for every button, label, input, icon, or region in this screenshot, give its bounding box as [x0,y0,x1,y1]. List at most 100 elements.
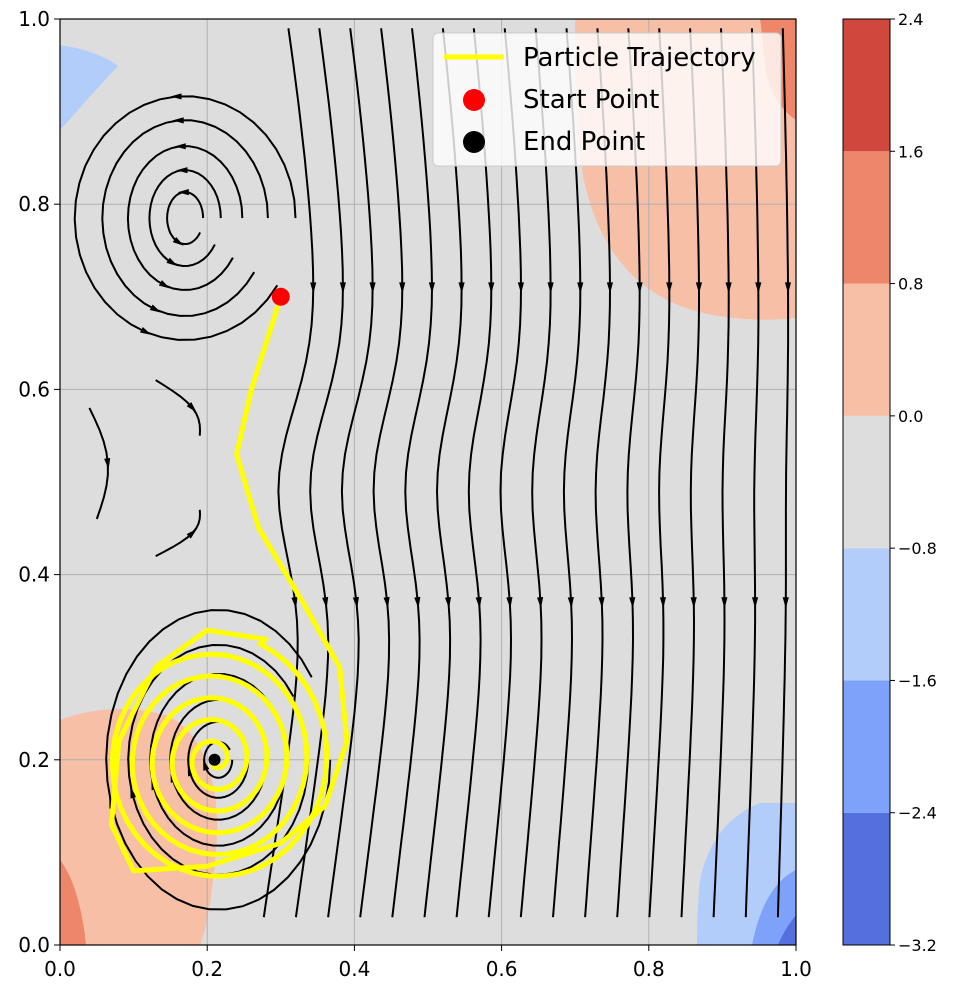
stream-arrow [174,143,186,150]
streamline-vertical [455,28,493,918]
stream-arrow [310,282,317,294]
stream-arrow [104,457,111,470]
colorbar-tick-label: −0.8 [898,539,937,558]
colorbar-tick-label: −1.6 [898,671,937,690]
colorbar-level [843,151,890,284]
stream-arrow [186,528,197,539]
stream-arrow [186,402,197,413]
start-point [271,287,290,306]
y-tick-label: 0.2 [18,748,50,772]
colorbar-tick-label: −2.4 [898,804,937,823]
stream-arrow [755,282,762,294]
colorbar-tick-label: 0.8 [898,275,923,294]
streamline-vortex-top [166,191,205,245]
stream-arrow [659,597,667,609]
contour-level-neg2.4-neg3.2-bottom [778,915,796,945]
streamline-vertical [519,28,552,918]
streamline-vertical [487,28,523,918]
stream-arrow [636,282,643,294]
stream-arrow [751,597,759,609]
stream-arrow [695,282,703,294]
stream-arrow [725,282,732,294]
x-tick-label: 0.6 [486,957,518,981]
streamline-vortex-top [126,145,244,291]
colorbar-level [843,680,890,813]
stream-arrow [172,117,184,124]
x-tick-label: 1.0 [780,957,812,981]
stream-arrow [149,304,162,313]
streamline-vertical [776,28,790,918]
stream-arrow [166,257,178,267]
y-tick-label: 0.6 [18,377,50,401]
streamline-vertical [552,28,582,918]
stream-arrow [172,236,184,246]
streamline-vortex-top [73,95,297,341]
contour-level-0-0.8-bottom [60,708,218,945]
x-axis: 0.0 0.2 0.4 0.6 0.8 1.0 [44,945,812,981]
stream-arrow [339,282,346,294]
stream-arrow [176,167,188,174]
y-tick-label: 0.8 [18,192,50,216]
streamlines [73,28,792,918]
contour-level-neg1.6-neg2.4-bottom [752,870,796,945]
x-tick-label: 0.2 [191,957,223,981]
legend-swatch-end [463,131,485,153]
colorbar-tick-label: 0.0 [898,407,923,426]
plot-frame [59,18,797,946]
colorbar-level [843,812,890,945]
end-point [208,753,221,766]
stream-arrow [383,596,390,609]
stream-arrow [139,327,152,335]
stream-arrow [475,596,482,609]
stream-arrow [322,596,329,609]
colorbar-level [843,415,890,549]
stream-arrow [414,596,421,609]
streamline-vertical [327,28,374,918]
legend-box [432,32,782,167]
streamline-vertical [391,28,434,918]
legend-label-start: Start Point [523,85,659,115]
stream-arrow [666,282,673,294]
stream-arrow [784,282,792,294]
colorbar: −3.2 −2.4 −1.6 −0.8 0.0 0.8 1.6 2.4 [842,10,937,955]
contour-level-0.8-1.6-bottom [60,860,86,945]
stream-arrow [399,282,406,294]
stream-arrow [488,282,495,294]
colorbar-frame [842,18,891,946]
contour-level-neg0.8-neg1.6-top [60,45,118,130]
legend-label-trajectory: Particle Trajectory [523,43,756,73]
x-tick-label: 0.0 [44,957,76,981]
particle-trajectory [109,296,350,879]
stream-arrow [721,597,728,609]
stream-arrow [203,759,210,771]
stream-arrow [352,596,359,609]
streamline-vertical [744,28,760,918]
stream-arrow [369,282,376,294]
colorbar-tick-label: 2.4 [898,10,923,29]
legend-label-end: End Point [523,127,645,157]
stream-arrow [291,596,298,609]
y-tick-label: 0.0 [18,933,50,957]
y-tick-label: 1.0 [18,7,50,31]
colorbar-level [843,19,890,152]
y-tick-label: 0.4 [18,563,50,587]
legend: Particle Trajectory Start Point End Poin… [432,32,782,167]
legend-swatch-start [463,89,485,111]
stream-arrow [598,597,605,609]
stream-arrow [170,93,182,100]
stream-arrow [158,280,171,289]
x-tick-label: 0.8 [633,957,665,981]
stream-arrow [506,597,513,609]
colorbar-tick-label: −3.2 [898,936,937,955]
stream-arrow [537,597,544,609]
streamline-vortex-top [148,169,222,268]
stream-arrow [567,597,574,609]
stream-arrow [177,189,189,196]
stream-arrow [629,597,636,609]
colorbar-level [843,283,890,416]
stream-arrow [547,282,554,294]
streamline-vertical [680,28,700,918]
streamline-vortex-top [101,119,269,317]
x-tick-label: 0.4 [338,957,370,981]
